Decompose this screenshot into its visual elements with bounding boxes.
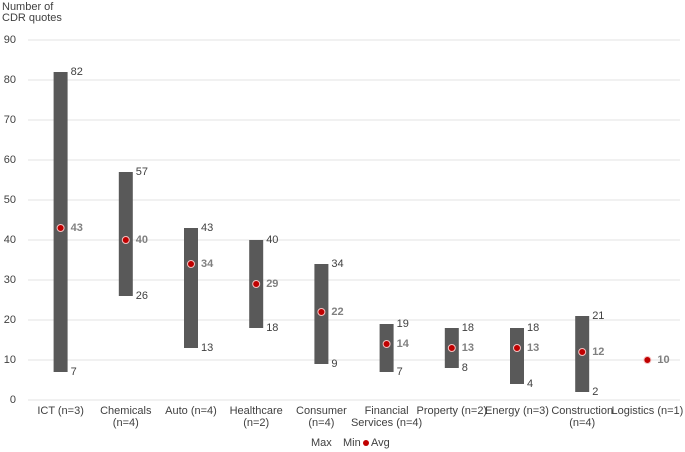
- x-tick-label-line: Construction: [551, 405, 613, 417]
- x-tick-label: Auto (n=4): [165, 405, 217, 417]
- legend-label: Avg: [371, 437, 390, 449]
- x-tick-label-line: Services (n=4): [351, 417, 422, 429]
- min-label: 9: [331, 358, 337, 370]
- x-tick-label: Energy (n=3): [485, 405, 549, 417]
- x-tick-label-line: (n=2): [243, 417, 269, 429]
- x-tick-label: Construction (n=4): [551, 405, 613, 429]
- x-tick-label-line: (n=4): [308, 417, 334, 429]
- max-label: 82: [71, 66, 83, 78]
- min-label: 4: [527, 378, 533, 390]
- avg-label: 13: [527, 342, 539, 354]
- max-label: 40: [266, 234, 278, 246]
- max-label: 34: [331, 258, 343, 270]
- avg-label: 12: [592, 346, 604, 358]
- y-axis-title: CDR quotes: [2, 12, 62, 24]
- avg-dot: [382, 340, 391, 348]
- x-tick-label-line: Consumer: [296, 405, 347, 417]
- min-label: 18: [266, 322, 278, 334]
- range-bar: [184, 228, 198, 348]
- avg-dot: [447, 344, 456, 352]
- x-tick-label: Chemicals (n=4): [100, 405, 152, 429]
- avg-dot: [317, 308, 326, 316]
- min-label: 26: [136, 290, 148, 302]
- x-tick-label: Consumer (n=4): [296, 405, 347, 429]
- x-tick-label-line: Property (n=2): [416, 405, 487, 417]
- x-tick-label-line: Logistics (n=1): [611, 405, 683, 417]
- y-tick-label: 50: [4, 194, 16, 206]
- y-tick-label: 60: [4, 154, 16, 166]
- avg-label: 43: [71, 222, 83, 234]
- min-label: 13: [201, 342, 213, 354]
- avg-dot: [187, 260, 195, 268]
- min-label: 7: [71, 366, 77, 378]
- x-tick-label-line: ICT (n=3): [37, 405, 84, 417]
- max-label: 21: [592, 310, 604, 322]
- max-label: 18: [527, 322, 539, 334]
- avg-dot: [56, 224, 65, 232]
- y-tick-label: 0: [10, 394, 16, 406]
- x-tick-label-line: Energy (n=3): [485, 405, 549, 417]
- x-tick-label-line: Auto (n=4): [165, 405, 217, 417]
- legend-marker: [363, 440, 369, 446]
- avg-dot: [643, 356, 652, 364]
- x-tick-label-line: Healthcare: [230, 405, 283, 417]
- min-label: 8: [462, 362, 468, 374]
- x-tick-label: Property (n=2): [416, 405, 487, 417]
- y-tick-label: 90: [4, 34, 16, 46]
- min-label: 7: [397, 366, 403, 378]
- x-tick-label-line: Chemicals: [100, 405, 152, 417]
- range-bar: [510, 328, 524, 384]
- max-label: 57: [136, 166, 148, 178]
- y-tick-label: 80: [4, 74, 16, 86]
- avg-label: 14: [397, 338, 410, 350]
- legend-label: Max: [311, 437, 332, 449]
- min-label: 2: [592, 386, 598, 398]
- avg-label: 13: [462, 342, 474, 354]
- y-tick-label: 70: [4, 114, 16, 126]
- y-axis-title: Number of: [2, 1, 54, 13]
- avg-label: 10: [657, 354, 669, 366]
- x-tick-label: Financial Services (n=4): [351, 405, 422, 429]
- legend-label: Min: [343, 437, 361, 449]
- x-tick-label-line: (n=4): [113, 417, 139, 429]
- avg-label: 40: [136, 234, 148, 246]
- y-tick-label: 20: [4, 314, 16, 326]
- y-tick-label: 30: [4, 274, 16, 286]
- range-bar: [53, 72, 68, 372]
- x-tick-label-line: (n=4): [569, 417, 595, 429]
- max-label: 43: [201, 222, 213, 234]
- avg-label: 22: [331, 306, 343, 318]
- x-tick-label-line: Financial: [365, 405, 409, 417]
- avg-label: 34: [201, 258, 214, 270]
- avg-dot: [513, 344, 521, 352]
- range-bar: [118, 172, 133, 296]
- avg-dot: [252, 280, 261, 288]
- max-label: 18: [462, 322, 474, 334]
- y-tick-label: 40: [4, 234, 16, 246]
- max-label: 19: [397, 318, 409, 330]
- x-tick-label: Healthcare (n=2): [230, 405, 283, 429]
- avg-label: 29: [266, 278, 278, 290]
- avg-dot: [578, 348, 587, 356]
- x-tick-label: Logistics (n=1): [611, 405, 683, 417]
- avg-dot: [121, 236, 130, 244]
- y-tick-label: 10: [4, 354, 16, 366]
- x-tick-label: ICT (n=3): [37, 405, 84, 417]
